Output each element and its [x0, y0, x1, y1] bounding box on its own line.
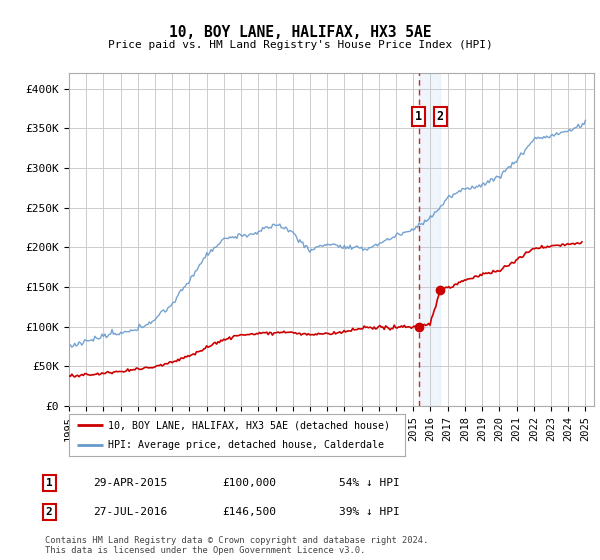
Text: £146,500: £146,500 — [222, 507, 276, 517]
Text: 2: 2 — [46, 507, 53, 517]
Bar — [419, 73, 440, 406]
Text: 39% ↓ HPI: 39% ↓ HPI — [339, 507, 400, 517]
Text: 27-JUL-2016: 27-JUL-2016 — [93, 507, 167, 517]
Text: 2: 2 — [437, 110, 444, 123]
Text: 10, BOY LANE, HALIFAX, HX3 5AE: 10, BOY LANE, HALIFAX, HX3 5AE — [169, 25, 431, 40]
Text: 1: 1 — [415, 110, 422, 123]
Text: HPI: Average price, detached house, Calderdale: HPI: Average price, detached house, Cald… — [107, 440, 383, 450]
Text: 29-APR-2015: 29-APR-2015 — [93, 478, 167, 488]
Text: 10, BOY LANE, HALIFAX, HX3 5AE (detached house): 10, BOY LANE, HALIFAX, HX3 5AE (detached… — [107, 421, 389, 430]
Text: 1: 1 — [46, 478, 53, 488]
Text: Contains HM Land Registry data © Crown copyright and database right 2024.
This d: Contains HM Land Registry data © Crown c… — [45, 536, 428, 555]
Text: Price paid vs. HM Land Registry's House Price Index (HPI): Price paid vs. HM Land Registry's House … — [107, 40, 493, 50]
Text: £100,000: £100,000 — [222, 478, 276, 488]
Text: 54% ↓ HPI: 54% ↓ HPI — [339, 478, 400, 488]
